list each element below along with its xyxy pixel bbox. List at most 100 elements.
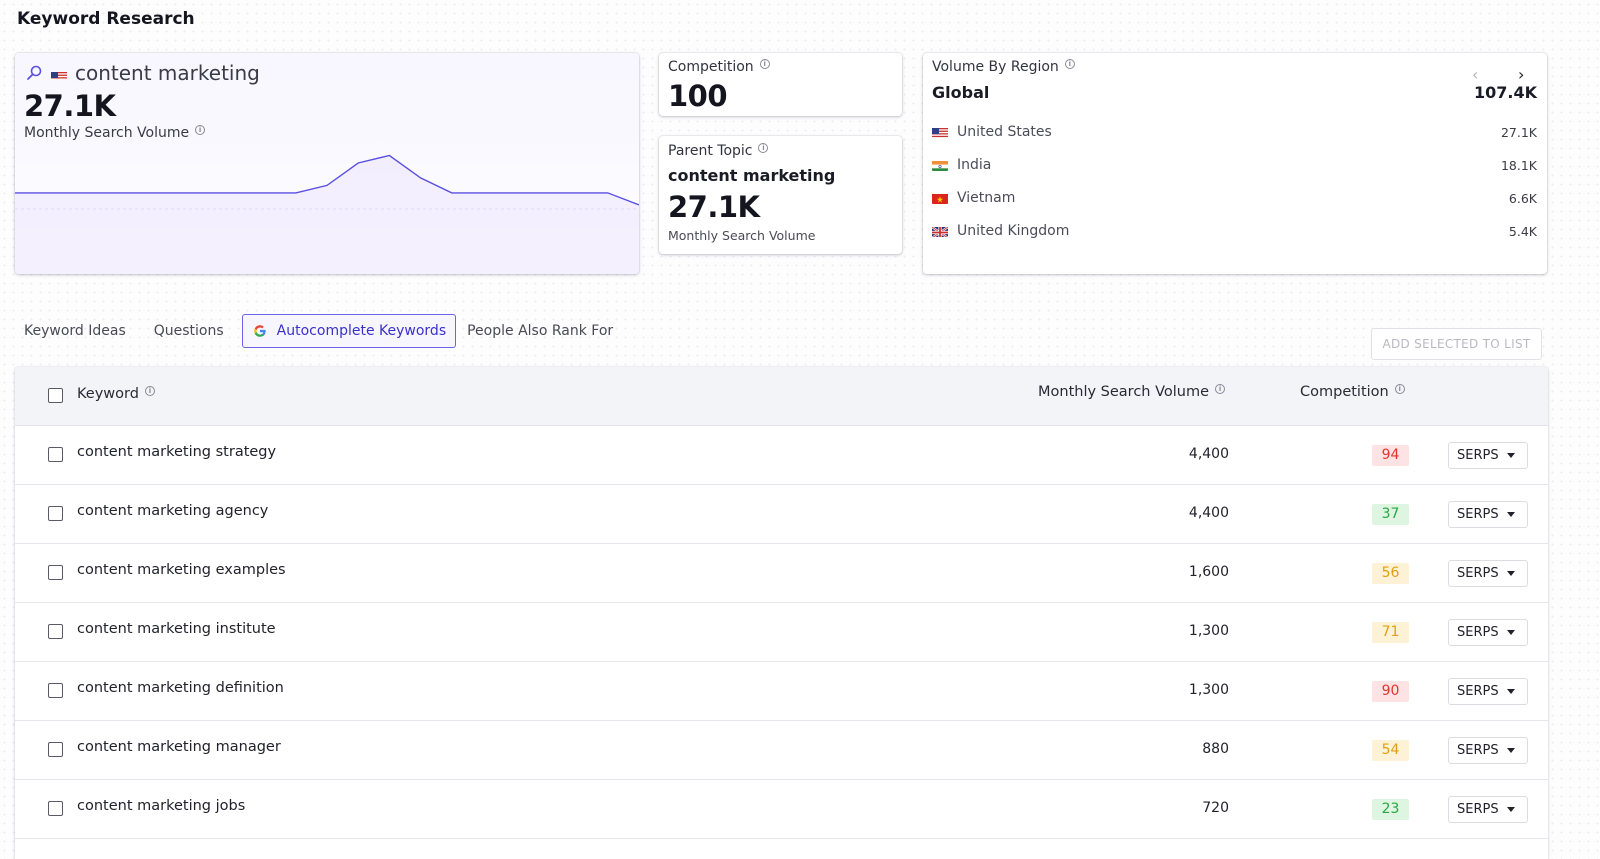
header-keyword-wrap: Keyword i — [77, 386, 155, 402]
tab-people-also-rank-for[interactable]: People Also Rank For — [467, 323, 614, 339]
tab-autocomplete-label: Autocomplete Keywords — [276, 323, 447, 339]
row-volume: 880 — [1202, 741, 1229, 757]
row-keyword[interactable]: content marketing examples — [77, 562, 286, 578]
header-volume-wrap: Monthly Search Volume i — [1038, 384, 1226, 400]
region-value: 6.6K — [1508, 190, 1537, 206]
competition-badge: 90 — [1372, 681, 1409, 702]
table-row: content marketing jobs 720 23 SERPS — [15, 780, 1548, 839]
row-keyword[interactable]: content marketing agency — [77, 503, 269, 519]
row-volume: 4,400 — [1188, 446, 1229, 462]
table-header: Keyword i Monthly Search Volume i Competit… — [15, 367, 1548, 426]
info-icon[interactable]: i — [759, 59, 770, 69]
serps-dropdown-button[interactable]: SERPS — [1448, 737, 1528, 764]
info-icon[interactable]: i — [144, 386, 155, 396]
serps-label: SERPS — [1457, 743, 1499, 758]
competition-badge: 37 — [1372, 504, 1409, 525]
trend-line — [15, 154, 639, 206]
info-icon[interactable]: i — [1215, 384, 1226, 394]
page-title: Keyword Research — [17, 9, 195, 29]
keyword-volume-label-wrap: Monthly Search Volume i — [24, 125, 206, 141]
table-row: content marketing strategy 4,400 94 SERPS — [15, 426, 1548, 485]
tab-autocomplete-keywords[interactable]: Autocomplete Keywords — [241, 314, 457, 348]
select-all-checkbox[interactable] — [48, 388, 63, 403]
row-keyword[interactable]: content marketing manager — [77, 739, 281, 755]
serps-dropdown-button[interactable]: SERPS — [1448, 678, 1528, 705]
header-keyword[interactable]: Keyword — [77, 386, 139, 402]
info-icon[interactable]: i — [195, 125, 206, 135]
region-country: United States — [957, 124, 1052, 140]
row-checkbox[interactable] — [48, 506, 63, 521]
vn-flag-icon — [932, 193, 948, 204]
caret-down-icon — [1506, 748, 1515, 753]
region-row-vietnam: Vietnam 6.6K — [932, 190, 1537, 206]
table-row: content marketing manager 880 54 SERPS — [15, 721, 1548, 780]
caret-down-icon — [1506, 571, 1515, 576]
chevron-right-icon[interactable]: › — [1518, 65, 1525, 84]
row-volume: 4,400 — [1188, 505, 1229, 521]
volume-by-region-card: Volume By Region i Global ‹ › 107.4K Unit… — [923, 53, 1547, 274]
serps-label: SERPS — [1457, 684, 1499, 699]
row-keyword[interactable]: content marketing jobs — [77, 798, 246, 814]
region-value: 27.1K — [1500, 124, 1537, 140]
region-country: India — [957, 157, 992, 173]
keyword-title: content marketing — [75, 61, 260, 85]
region-value: 18.1K — [1500, 157, 1537, 173]
serps-dropdown-button[interactable]: SERPS — [1448, 619, 1528, 646]
competition-badge: 56 — [1372, 563, 1409, 584]
row-checkbox[interactable] — [48, 447, 63, 462]
region-total: 107.4K — [1473, 83, 1537, 102]
serps-dropdown-button[interactable]: SERPS — [1448, 442, 1528, 469]
header-competition[interactable]: Competition — [1300, 384, 1389, 400]
chevron-left-icon[interactable]: ‹ — [1472, 65, 1479, 84]
row-keyword[interactable]: content marketing strategy — [77, 444, 277, 460]
row-volume: 1,600 — [1188, 564, 1229, 580]
caret-down-icon — [1506, 512, 1515, 517]
competition-badge: 94 — [1372, 445, 1409, 466]
info-icon[interactable]: i — [1064, 59, 1075, 69]
competition-badge: 54 — [1372, 740, 1409, 761]
serps-label: SERPS — [1457, 625, 1499, 640]
info-icon[interactable]: i — [1394, 384, 1405, 394]
competition-card-title: Competition — [668, 59, 754, 75]
parent-topic-title-wrap: Parent Topic i — [668, 143, 769, 159]
parent-topic-keyword[interactable]: content marketing — [668, 166, 836, 185]
row-keyword[interactable]: content marketing definition — [77, 680, 284, 696]
row-checkbox[interactable] — [48, 565, 63, 580]
header-volume[interactable]: Monthly Search Volume — [1038, 384, 1210, 400]
region-card-title-wrap: Volume By Region i — [932, 59, 1075, 75]
table-row: content marketing agency 4,400 37 SERPS — [15, 485, 1548, 544]
row-keyword[interactable]: content marketing institute — [77, 621, 276, 637]
parent-topic-volume-label: Monthly Search Volume — [668, 228, 816, 243]
competition-card-title-wrap: Competition i — [668, 59, 770, 75]
row-checkbox[interactable] — [48, 801, 63, 816]
serps-dropdown-button[interactable]: SERPS — [1448, 796, 1528, 823]
competition-card: Competition i 100 — [659, 53, 902, 116]
us-flag-icon — [51, 68, 67, 79]
competition-badge: 23 — [1372, 799, 1409, 820]
keyword-volume: 27.1K — [24, 89, 116, 123]
caret-down-icon — [1506, 807, 1515, 812]
tab-keyword-ideas[interactable]: Keyword Ideas — [24, 323, 126, 339]
keyword-search-icon — [27, 65, 42, 80]
row-checkbox[interactable] — [48, 683, 63, 698]
region-name: Global — [932, 83, 990, 102]
parent-topic-title: Parent Topic — [668, 143, 753, 159]
row-checkbox[interactable] — [48, 742, 63, 757]
us-flag-icon — [932, 127, 948, 138]
region-card-title: Volume By Region — [932, 59, 1059, 75]
row-volume: 720 — [1202, 800, 1229, 816]
serps-dropdown-button[interactable]: SERPS — [1448, 560, 1528, 587]
row-checkbox[interactable] — [48, 624, 63, 639]
region-row-united-kingdom: United Kingdom 5.4K — [932, 223, 1537, 239]
tab-questions[interactable]: Questions — [153, 323, 224, 339]
serps-dropdown-button[interactable]: SERPS — [1448, 501, 1528, 528]
table-row: content marketing definition 1,300 90 SERPS — [15, 662, 1548, 721]
trend-area — [15, 155, 639, 274]
info-icon[interactable]: i — [758, 143, 769, 153]
in-flag-icon — [932, 160, 948, 171]
serps-label: SERPS — [1457, 507, 1499, 522]
header-competition-wrap: Competition i — [1300, 384, 1405, 400]
add-selected-to-list-button[interactable]: ADD SELECTED TO LIST — [1371, 328, 1542, 360]
google-icon — [253, 325, 266, 337]
keywords-table: Keyword i Monthly Search Volume i Competit… — [15, 367, 1548, 859]
